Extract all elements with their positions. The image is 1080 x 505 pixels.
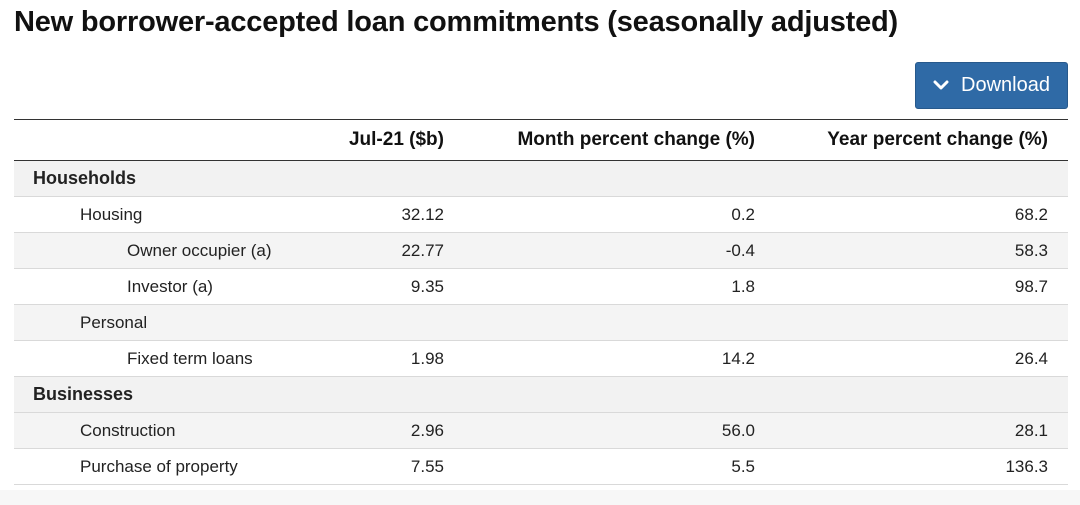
table-group-row: Households xyxy=(14,160,1068,197)
table-row: Investor (a) 9.35 1.8 98.7 xyxy=(14,268,1068,305)
row-value xyxy=(306,376,464,413)
row-value: 7.55 xyxy=(306,448,464,485)
page-title: New borrower-accepted loan commitments (… xyxy=(14,6,899,38)
row-month-change: 1.8 xyxy=(464,268,775,305)
row-year-change xyxy=(775,304,1068,341)
row-label: Households xyxy=(14,160,306,197)
row-month-change xyxy=(464,160,775,197)
row-year-change: 98.7 xyxy=(775,268,1068,305)
row-value: 1.98 xyxy=(306,340,464,377)
row-value: 2.96 xyxy=(306,412,464,449)
table-row: Owner occupier (a) 22.77 -0.4 58.3 xyxy=(14,232,1068,269)
table-group-row: Businesses xyxy=(14,376,1068,413)
download-label: Download xyxy=(961,74,1050,96)
row-label: Businesses xyxy=(14,376,306,413)
loan-commitments-table: Jul-21 ($b) Month percent change (%) Yea… xyxy=(14,119,1068,485)
column-header-value: Jul-21 ($b) xyxy=(306,119,464,161)
bottom-fade xyxy=(0,490,1080,505)
row-year-change: 26.4 xyxy=(775,340,1068,377)
row-value: 32.12 xyxy=(306,196,464,233)
column-header-year-change: Year percent change (%) xyxy=(775,119,1068,161)
row-year-change xyxy=(775,376,1068,413)
table-body: Households Housing 32.12 0.2 68.2 Owner occup… xyxy=(14,160,1068,485)
row-label: Personal xyxy=(14,304,306,341)
table-row: Personal xyxy=(14,304,1068,341)
row-year-change: 28.1 xyxy=(775,412,1068,449)
column-header-category xyxy=(14,119,306,161)
row-month-change: 14.2 xyxy=(464,340,775,377)
chevron-down-icon xyxy=(933,80,949,91)
row-label: Investor (a) xyxy=(14,268,306,305)
row-year-change: 58.3 xyxy=(775,232,1068,269)
row-value: 22.77 xyxy=(306,232,464,269)
row-label: Purchase of property xyxy=(14,448,306,485)
table-row: Fixed term loans 1.98 14.2 26.4 xyxy=(14,340,1068,377)
row-value xyxy=(306,160,464,197)
row-month-change: 0.2 xyxy=(464,196,775,233)
row-label: Fixed term loans xyxy=(14,340,306,377)
row-label: Construction xyxy=(14,412,306,449)
table-header-row: Jul-21 ($b) Month percent change (%) Yea… xyxy=(14,119,1068,161)
row-month-change: -0.4 xyxy=(464,232,775,269)
row-year-change xyxy=(775,160,1068,197)
row-month-change: 56.0 xyxy=(464,412,775,449)
row-month-change: 5.5 xyxy=(464,448,775,485)
row-value: 9.35 xyxy=(306,268,464,305)
download-button[interactable]: Download xyxy=(915,62,1068,109)
row-month-change xyxy=(464,376,775,413)
row-label: Housing xyxy=(14,196,306,233)
row-year-change: 136.3 xyxy=(775,448,1068,485)
row-value xyxy=(306,304,464,341)
table-row: Construction 2.96 56.0 28.1 xyxy=(14,412,1068,449)
row-year-change: 68.2 xyxy=(775,196,1068,233)
row-label: Owner occupier (a) xyxy=(14,232,306,269)
table-row: Purchase of property 7.55 5.5 136.3 xyxy=(14,448,1068,485)
table-row: Housing 32.12 0.2 68.2 xyxy=(14,196,1068,233)
row-month-change xyxy=(464,304,775,341)
column-header-month-change: Month percent change (%) xyxy=(464,119,775,161)
